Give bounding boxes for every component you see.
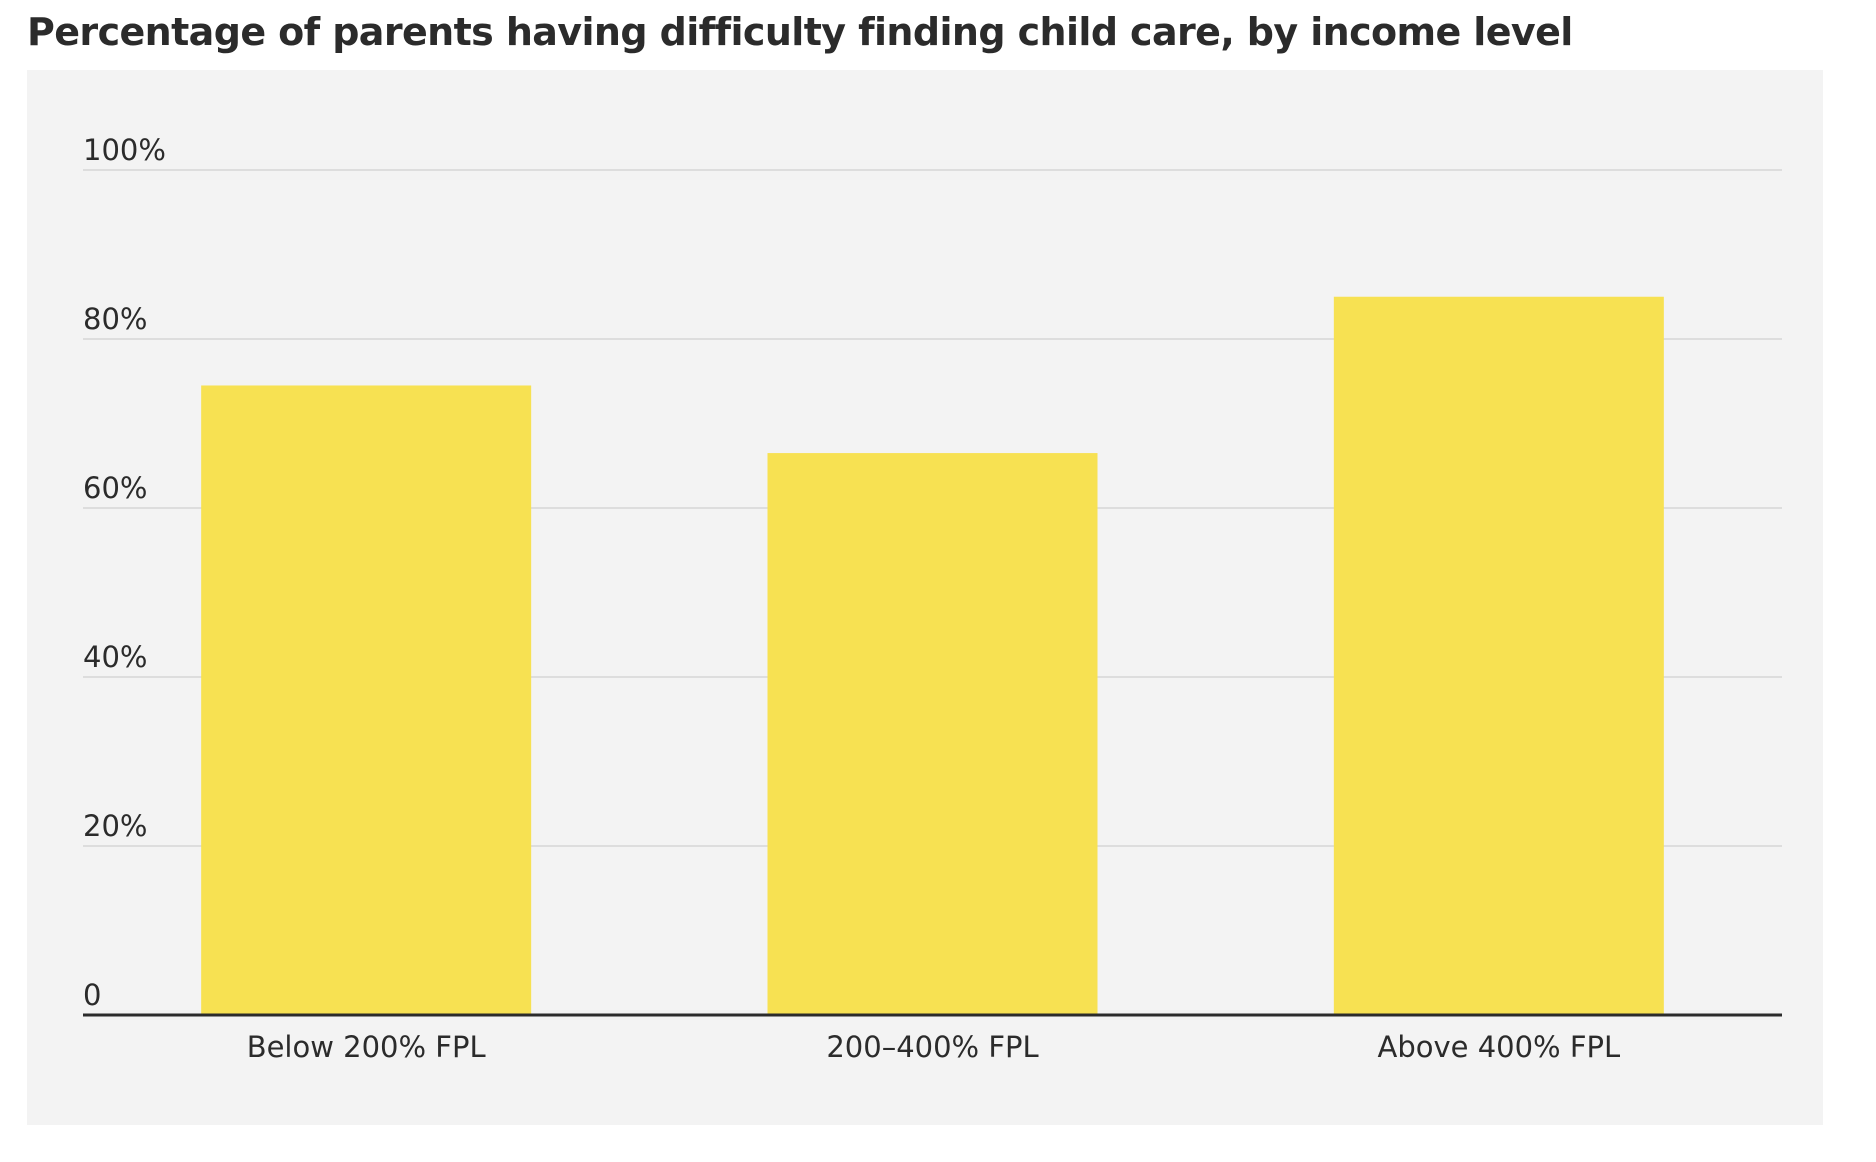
bar-1 bbox=[201, 385, 532, 1016]
bar-chart: 0 20% 40% 60% 80% 100% Below 200% FPL 200–400% … bbox=[83, 133, 1782, 1064]
x-category-label: Below 200% FPL bbox=[247, 1030, 486, 1064]
y-tick-label: 0 bbox=[83, 978, 101, 1012]
labels: 0 20% 40% 60% 80% 100% Below 200% FPL 200–400% … bbox=[83, 133, 1620, 1064]
x-category-label: Above 400% FPL bbox=[1377, 1030, 1620, 1064]
bar-2 bbox=[767, 453, 1098, 1015]
chart-panel: 0 20% 40% 60% 80% 100% Below 200% FPL 200–400% … bbox=[27, 70, 1823, 1125]
bars bbox=[201, 296, 1664, 1016]
y-tick-label: 20% bbox=[83, 809, 147, 843]
x-category-label: 200–400% FPL bbox=[826, 1030, 1038, 1064]
y-tick-label: 40% bbox=[83, 640, 147, 674]
chart-title: Percentage of parents having difficulty … bbox=[27, 10, 1573, 54]
y-tick-label: 80% bbox=[83, 302, 147, 336]
bar-3 bbox=[1333, 296, 1664, 1015]
y-tick-label: 100% bbox=[83, 133, 166, 167]
y-tick-label: 60% bbox=[83, 471, 147, 505]
